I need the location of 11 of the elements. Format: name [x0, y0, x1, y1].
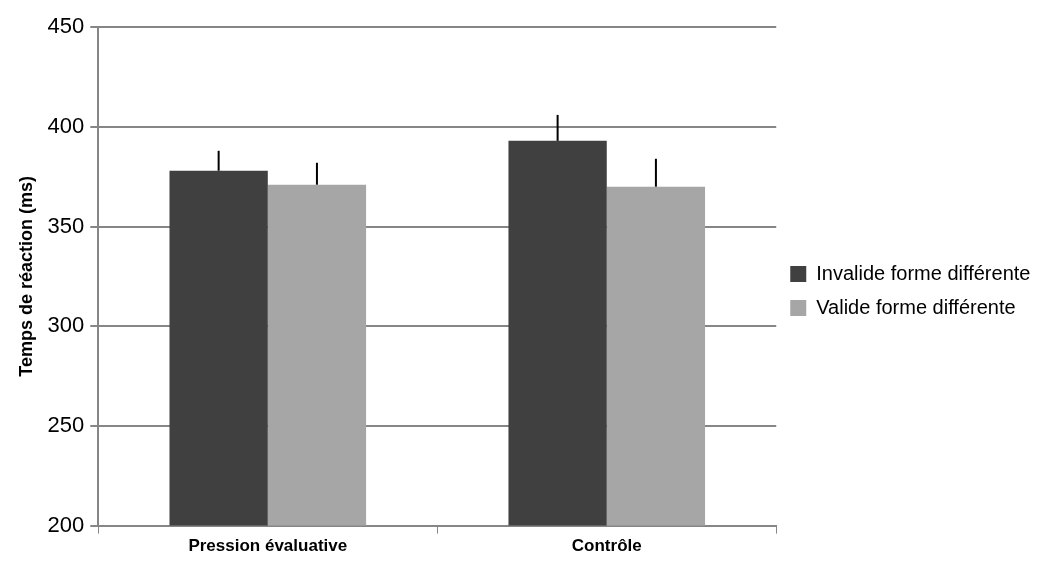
x-tick-label: Contrôle: [571, 536, 642, 556]
y-tick-label: 400: [47, 112, 85, 138]
y-tick-label: 200: [47, 511, 85, 537]
y-axis-title: Temps de réaction (ms): [15, 176, 36, 377]
legend-label: Valide forme différente: [816, 295, 1016, 318]
y-tick-label: 350: [47, 212, 85, 238]
x-tick-label: Pression évaluative: [188, 536, 348, 556]
legend-label: Invalide forme différente: [816, 261, 1031, 284]
y-tick-label: 300: [47, 312, 85, 338]
y-tick-label: 250: [47, 411, 85, 437]
y-tick-label: 450: [47, 13, 85, 39]
